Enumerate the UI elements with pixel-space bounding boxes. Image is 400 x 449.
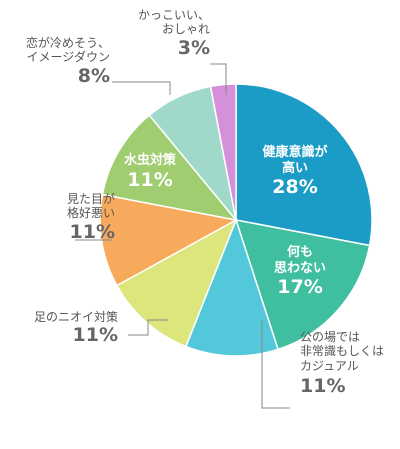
slice-label: 足のニオイ対策 11% (18, 310, 118, 347)
pie-slice (209, 83, 237, 221)
value-label: 11% (300, 375, 346, 398)
leader-line (261, 320, 290, 409)
slice-label: 水虫対策 11% (124, 153, 176, 191)
leader-line (128, 319, 168, 336)
category-label: 何も 思わない (273, 245, 327, 276)
value-label: 17% (277, 276, 323, 299)
value-label: 11% (72, 324, 118, 347)
slice-label: 健康意識が 高い 28% (262, 145, 327, 199)
category-label: 健康意識が 高い (262, 145, 328, 176)
value-label: 3% (177, 36, 210, 59)
category-label: 見た目が 格好悪い (66, 192, 115, 221)
pie-slice (235, 83, 373, 247)
value-label: 28% (272, 176, 318, 199)
category-label: 恋が冷めそう、 イメージダウン (25, 36, 110, 65)
category-label: 水虫対策 (123, 152, 177, 168)
leader-line (112, 81, 171, 95)
pie-slice (99, 193, 239, 287)
pie-slice (184, 217, 279, 357)
category-label: かっこいい、 おしゃれ (137, 8, 210, 37)
slice-label: 恋が冷めそう、 イメージダウン 8% (5, 36, 110, 88)
slice-label: 何も 思わない 17% (274, 245, 326, 299)
leader-line (210, 63, 227, 95)
value-label: 8% (77, 64, 110, 87)
pie-slice (101, 114, 238, 222)
category-label: 足のニオイ対策 (33, 310, 118, 324)
slice-label: かっこいい、 おしゃれ 3% (110, 8, 210, 60)
slice-label: 公の場では 非常識もしくは カジュアル 11% (300, 330, 384, 398)
category-label: 公の場では 非常識もしくは カジュアル (300, 330, 385, 373)
pie-slice (115, 218, 238, 348)
value-label: 11% (69, 220, 115, 243)
value-label: 11% (127, 168, 173, 191)
slice-label: 見た目が 格好悪い 11% (10, 192, 115, 244)
pie-slice (234, 219, 371, 351)
